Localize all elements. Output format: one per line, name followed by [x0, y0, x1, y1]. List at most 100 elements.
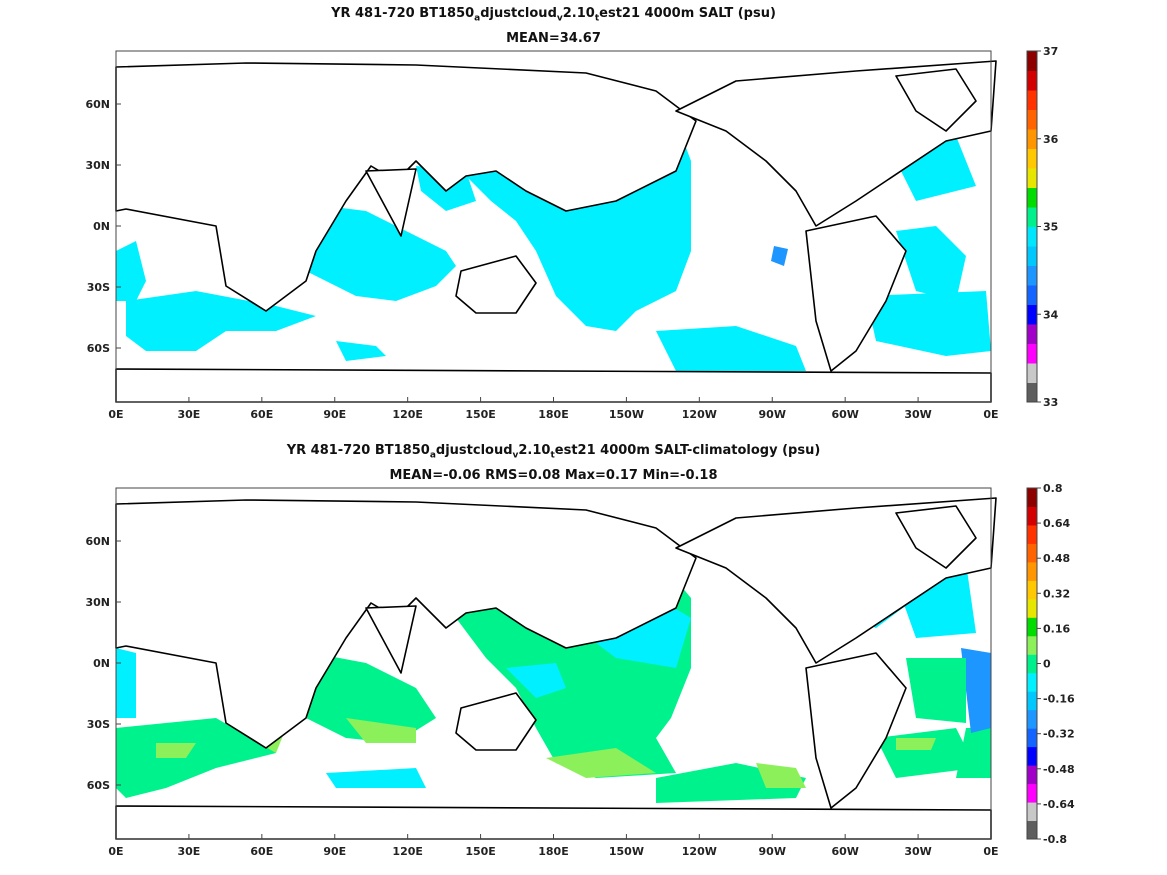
colorbar-segment: [1027, 746, 1037, 766]
anomaly-field-7: [116, 718, 276, 798]
colorbar-tick-label: -0.48: [1043, 763, 1075, 776]
x-tick-label: 90W: [759, 408, 786, 421]
colorbar-segment: [1027, 168, 1037, 188]
colorbar-segment: [1027, 691, 1037, 711]
colorbar-segment: [1027, 635, 1037, 655]
anomaly-field-6: [546, 748, 656, 778]
colorbar-segment: [1027, 382, 1037, 403]
colorbar-segment: [1027, 654, 1037, 674]
coastline-5: [805, 215, 907, 372]
colorbar-tick-label: 34: [1043, 308, 1059, 321]
top-panel-subtitle: MEAN=34.67: [506, 31, 601, 46]
colorbar-segment: [1027, 363, 1037, 383]
colorbar-segment: [1027, 488, 1037, 507]
y-tick-label: 60N: [85, 535, 110, 548]
anomaly-field-2: [116, 241, 146, 301]
colorbar-segment: [1027, 246, 1037, 266]
x-tick-label: 60W: [831, 408, 858, 421]
colorbar-segment: [1027, 765, 1037, 785]
y-tick-label: 30S: [87, 281, 110, 294]
anomaly-field-16: [961, 648, 991, 733]
x-tick-label: 180E: [538, 408, 568, 421]
colorbar-tick-label: 0.48: [1043, 552, 1070, 565]
colorbar-segment: [1027, 506, 1037, 526]
map-panel-1: [115, 487, 997, 840]
colorbar-tick-label: -0.64: [1043, 798, 1075, 811]
anomaly-field-7: [866, 291, 991, 356]
colorbar-tick-label: 0.8: [1043, 482, 1063, 495]
colorbar-tick-label: 0: [1043, 658, 1051, 671]
x-tick-label: 120E: [392, 408, 422, 421]
colorbar-segment: [1027, 304, 1037, 325]
x-tick-label: 120W: [682, 845, 717, 858]
colorbar-segment: [1027, 672, 1037, 692]
coastline-4: [895, 68, 977, 132]
y-tick-label: 60S: [87, 342, 110, 355]
colorbar-segment: [1027, 580, 1037, 600]
bottom-panel-subtitle: MEAN=-0.06 RMS=0.08 Max=0.17 Min=-0.18: [389, 468, 718, 483]
colorbar-segment: [1027, 617, 1037, 637]
colorbar-segment: [1027, 90, 1037, 110]
anomaly-field-17: [906, 658, 966, 723]
x-tick-label: 90E: [323, 408, 346, 421]
colorbar-segment: [1027, 728, 1037, 748]
x-tick-label: 180E: [538, 845, 568, 858]
x-tick-label: 30E: [178, 408, 201, 421]
colorbar-segment: [1027, 226, 1037, 247]
y-tick-label: 60S: [87, 779, 110, 792]
coastline-1: [365, 605, 417, 674]
colorbar-segment: [1027, 265, 1037, 286]
coastline-1: [365, 168, 417, 237]
coastline-4: [895, 505, 977, 569]
colorbar-segment: [1027, 70, 1037, 91]
x-tick-label: 60E: [250, 845, 273, 858]
colorbar-segment: [1027, 343, 1037, 364]
x-tick-label: 90E: [323, 845, 346, 858]
x-tick-label: 60W: [831, 845, 858, 858]
top-panel-title: YR 481-720 BT1850adjustcloudv2.10test21 …: [331, 6, 776, 24]
coastline-2: [455, 692, 537, 751]
x-tick-label: 0E: [108, 845, 123, 858]
colorbar-segment: [1027, 561, 1037, 581]
anomaly-field-4: [336, 341, 386, 361]
colorbar-tick-label: 35: [1043, 221, 1058, 234]
colorbar-tick-label: 0.32: [1043, 587, 1070, 600]
y-tick-label: 0N: [93, 220, 110, 233]
colorbar-tick-label: -0.32: [1043, 728, 1075, 741]
colorbar-tick-label: 37: [1043, 45, 1058, 58]
coastline-0: [115, 499, 697, 749]
x-tick-label: 0E: [108, 408, 123, 421]
x-tick-label: 120W: [682, 408, 717, 421]
x-tick-label: 150E: [465, 408, 495, 421]
y-tick-label: 0N: [93, 657, 110, 670]
map-panel-0: [115, 50, 997, 403]
colorbar-segment: [1027, 598, 1037, 618]
colorbar-segment: [1027, 285, 1037, 305]
colorbar-segment: [1027, 820, 1037, 840]
colorbar-segment: [1027, 148, 1037, 169]
colorbar-segment: [1027, 129, 1037, 149]
x-tick-label: 120E: [392, 845, 422, 858]
anomaly-field-10: [326, 768, 426, 788]
anomaly-field-9: [116, 648, 136, 718]
colorbar-segment: [1027, 187, 1037, 208]
colorbar-tick-label: -0.8: [1043, 833, 1067, 846]
anomaly-field-12: [756, 763, 806, 788]
anomaly-field-19: [896, 738, 936, 750]
colorbar-tick-label: 0.64: [1043, 517, 1070, 530]
colorbar-segment: [1027, 783, 1037, 803]
y-tick-label: 30N: [85, 159, 110, 172]
colorbar-segment: [1027, 51, 1037, 71]
x-tick-label: 90W: [759, 845, 786, 858]
anomaly-field-8: [156, 743, 196, 758]
x-tick-label: 150W: [609, 408, 644, 421]
colorbar-tick-label: 33: [1043, 396, 1058, 409]
bottom-panel-title: YR 481-720 BT1850adjustcloudv2.10test21 …: [286, 443, 821, 461]
colorbar-segment: [1027, 109, 1037, 130]
colorbar-segment: [1027, 543, 1037, 563]
coastline-5: [805, 652, 907, 809]
y-tick-label: 30S: [87, 718, 110, 731]
x-tick-label: 0E: [983, 408, 998, 421]
colorbar-segment: [1027, 524, 1037, 544]
colorbar-segment: [1027, 709, 1037, 729]
